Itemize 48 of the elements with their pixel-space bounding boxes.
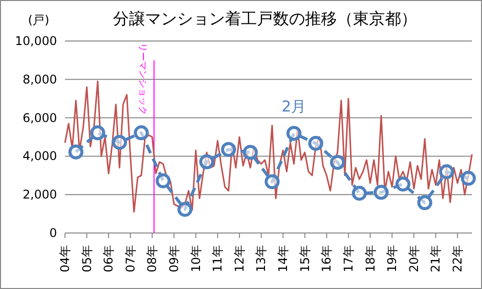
x-tick-label: 18年 [363, 245, 378, 272]
x-tick-label: 19年 [385, 245, 400, 272]
series-label: 2月 [282, 97, 306, 116]
point [286, 126, 302, 141]
point [460, 170, 476, 186]
x-tick-label: 12年 [232, 245, 246, 272]
x-tick-label: 13年 [254, 245, 268, 272]
x-tick-label: 22年 [450, 245, 464, 272]
point [417, 195, 432, 210]
point [439, 164, 454, 180]
point [90, 125, 106, 140]
x-tick-label: 16年 [320, 245, 334, 272]
point [374, 184, 389, 200]
y-tick-label: 4,000 [22, 149, 57, 164]
point [156, 173, 171, 188]
point [199, 154, 214, 170]
point [264, 174, 280, 190]
x-tick-label: 10年 [188, 245, 203, 272]
x-tick-label: 04年 [58, 245, 72, 272]
ref-line-label: リーマンショック [137, 43, 148, 115]
chart-title: 分譲マンション着工戸数の推移（東京都） [113, 9, 417, 28]
point [395, 176, 410, 192]
point [352, 186, 367, 201]
y-tick-label: 10,000 [15, 34, 57, 48]
point [134, 125, 149, 140]
x-tick-label: 20年 [406, 245, 421, 272]
y-axis-title: (戸) [28, 13, 50, 27]
point [177, 202, 192, 217]
x-tick-label: 17年 [341, 245, 356, 272]
point [112, 134, 128, 150]
x-tick-label: 15年 [298, 245, 312, 272]
x-tick-label: 14年 [276, 245, 290, 272]
point [242, 144, 258, 160]
point [330, 154, 346, 170]
y-tick-label: 8,000 [22, 72, 57, 86]
x-tick-label: 21年 [428, 245, 443, 272]
x-tick-label: 09年 [167, 245, 182, 272]
point [68, 144, 84, 160]
x-tick-label: 05年 [80, 245, 94, 272]
point [308, 136, 324, 151]
y-tick-label: 6,000 [22, 110, 57, 125]
x-tick-label: 06年 [102, 245, 116, 272]
x-tick-label: 11年 [210, 245, 225, 272]
y-tick-label: 2,000 [22, 188, 57, 202]
x-tick-label: 07年 [123, 245, 138, 272]
x-tick-label: 08年 [145, 245, 160, 272]
point [221, 142, 236, 157]
y-tick-label: 0 [49, 226, 57, 240]
